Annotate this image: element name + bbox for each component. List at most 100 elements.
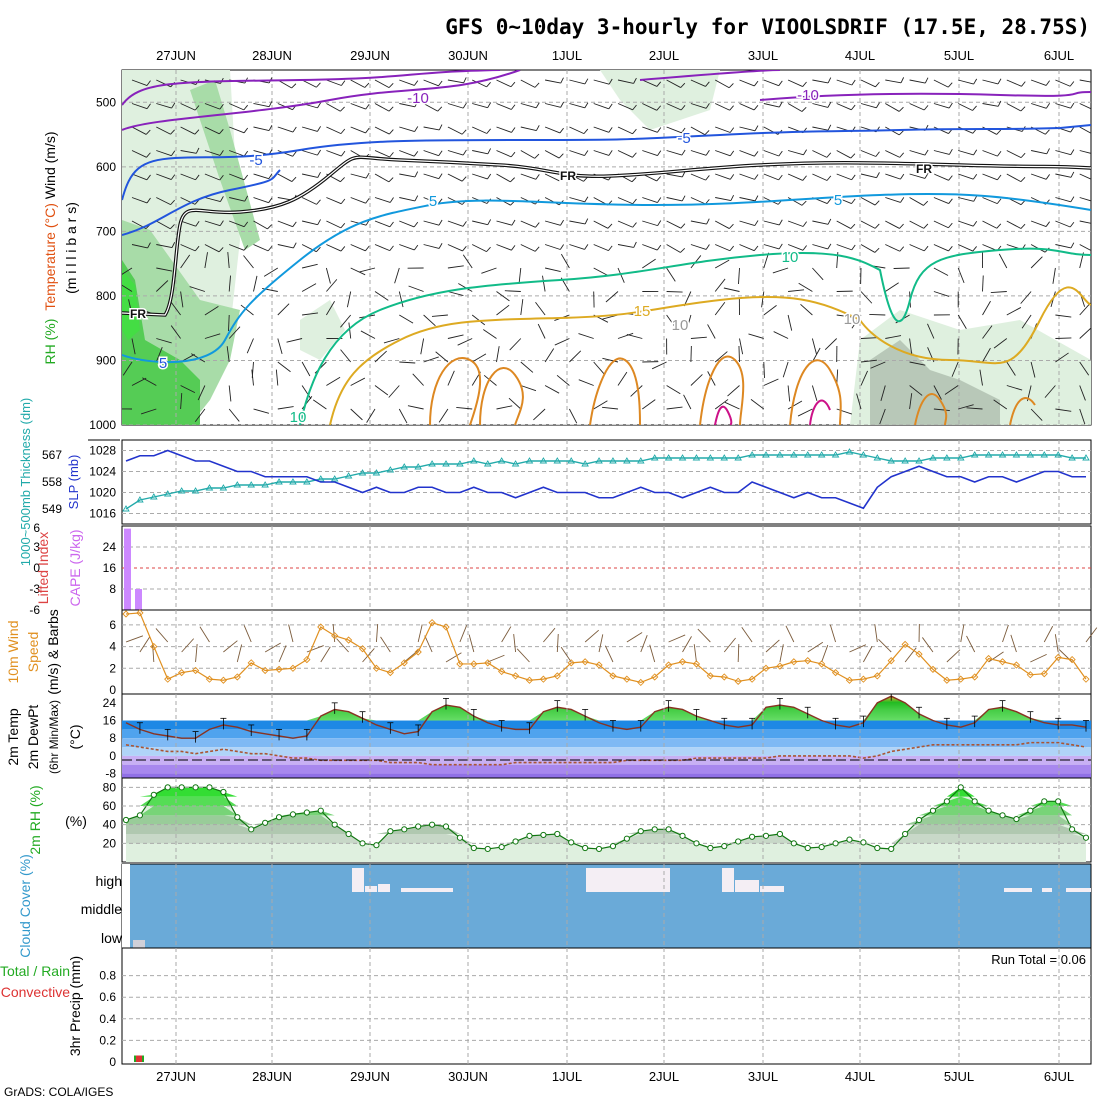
wind-barb-flag — [438, 150, 443, 156]
thickness-marker — [692, 454, 701, 461]
wind-barb-flag — [657, 220, 662, 226]
wind-barb-flag — [1020, 177, 1026, 182]
lifted-index-tick-label: -6 — [29, 603, 40, 617]
precip-panel: 0.8 0.6 0.4 0.2 0 Run Total = 0.06 3hr Preci… — [0, 947, 1092, 1069]
wind-barb — [447, 265, 464, 269]
wind-barb-flag — [753, 245, 759, 251]
precip-tick-label: 0.6 — [99, 990, 116, 1004]
wind-barb-flag — [560, 77, 564, 84]
wind10m-barb — [125, 635, 144, 643]
wind-barb-flag — [413, 80, 419, 86]
rh2m-tick-label: 80 — [103, 780, 117, 794]
wind-barb — [180, 393, 183, 410]
thickness-marker — [636, 457, 645, 464]
wind-barb-flag — [705, 244, 710, 250]
wind10m-marker — [984, 654, 993, 663]
wind-barb-flag — [656, 176, 662, 182]
wind-barb — [263, 267, 279, 277]
wind-barb — [457, 338, 473, 346]
wind-barb — [399, 361, 416, 364]
wind-barb — [714, 79, 730, 89]
wind-barb — [739, 79, 755, 87]
wind-barb — [617, 332, 634, 339]
wind-barb — [520, 244, 536, 252]
wind-barb-flag — [729, 105, 734, 111]
contour-label: 10 — [782, 249, 799, 266]
date-label-bottom: 27JUN — [156, 1069, 196, 1084]
wind-barb-flag — [293, 242, 297, 249]
wind-barb — [739, 220, 755, 226]
wind-barb-flag — [147, 242, 151, 249]
wind-label: Wind (m/s) — [42, 131, 58, 199]
wind-barb-flag — [1069, 81, 1075, 87]
wind-barb-flag — [413, 221, 419, 228]
thickness-marker — [678, 454, 687, 461]
wind-barb-flag — [487, 102, 492, 108]
wind-barb — [204, 333, 221, 339]
rh2m-marker — [957, 784, 964, 791]
wind-barb — [301, 150, 318, 156]
wind-barb — [885, 282, 899, 292]
chart-title: GFS 0~10day 3-hourly for VIOOLSDRIF (17.… — [445, 15, 1090, 39]
wind-barb-flag — [729, 150, 735, 157]
wind10m-marker — [873, 672, 881, 680]
wind-barb-flag — [1045, 129, 1050, 135]
dewpoint-line — [125, 741, 1087, 766]
wind10m-barb — [278, 645, 287, 663]
wind-barb-flag — [1094, 248, 1098, 252]
thickness-marker — [970, 451, 979, 458]
wind-barb — [811, 338, 817, 355]
wind-barb — [447, 291, 464, 296]
wind-barb-flag — [948, 102, 953, 109]
wind-barb — [140, 408, 157, 415]
wind10m-barb — [849, 644, 867, 653]
wind10m-barb — [785, 625, 795, 643]
wind-barb-flag — [802, 81, 807, 87]
wind-barb-flag — [730, 195, 734, 201]
wind10m-barb — [199, 626, 210, 643]
wind-barb — [456, 407, 473, 410]
thickness-ylabel: 1000~500mb Thickness (dm) — [18, 398, 33, 567]
wind-barb-flag — [608, 245, 613, 251]
wind-barb-flag — [341, 150, 346, 157]
wind-barb-flag — [559, 127, 564, 134]
wind-barb — [836, 244, 852, 251]
wind-barb — [933, 408, 950, 412]
wind-barb-flag — [680, 247, 686, 253]
wind-barb-flag — [195, 147, 200, 154]
rh-shading — [122, 70, 1091, 425]
wind-barb — [686, 314, 692, 331]
wind-barb — [909, 150, 926, 156]
wind-barb — [666, 406, 683, 410]
wind-barb — [326, 279, 338, 292]
wind10m-barb — [1085, 627, 1098, 643]
date-label-bottom: 6JUL — [1044, 1069, 1074, 1084]
wind-barb — [408, 285, 424, 292]
wind-barb — [739, 150, 755, 157]
rh2m-band — [126, 796, 1086, 806]
clear-block — [1042, 888, 1052, 892]
wind-barb — [690, 197, 706, 205]
wind-barb — [180, 103, 196, 111]
thickness-marker — [163, 490, 172, 497]
cloud-ylabel: Cloud Cover (%) — [17, 854, 33, 957]
wind-barb-flag — [584, 244, 589, 250]
wind-barb — [812, 150, 828, 158]
wind-barb — [346, 291, 352, 308]
cape-tick-label: 8 — [109, 582, 116, 596]
pressure-tick-labels: 500 600 700 800 900 1000 — [89, 95, 116, 432]
wind-barb — [739, 197, 756, 202]
thickness-marker — [275, 478, 283, 485]
wind-barb — [690, 255, 702, 269]
upper-air-wind-barbs — [122, 77, 1098, 425]
wind-barb — [933, 173, 949, 181]
wind-barb-flag — [146, 152, 151, 158]
thickness-marker — [873, 454, 882, 461]
wind-barb — [860, 150, 876, 157]
wind-barb-flag — [947, 82, 953, 88]
wind10m-marker — [915, 650, 923, 658]
wind-barb-flag — [437, 106, 443, 112]
precip-tick-label: 0.4 — [99, 1012, 116, 1026]
wind-barb-flag — [681, 171, 686, 178]
wind10m-barb — [682, 636, 692, 653]
